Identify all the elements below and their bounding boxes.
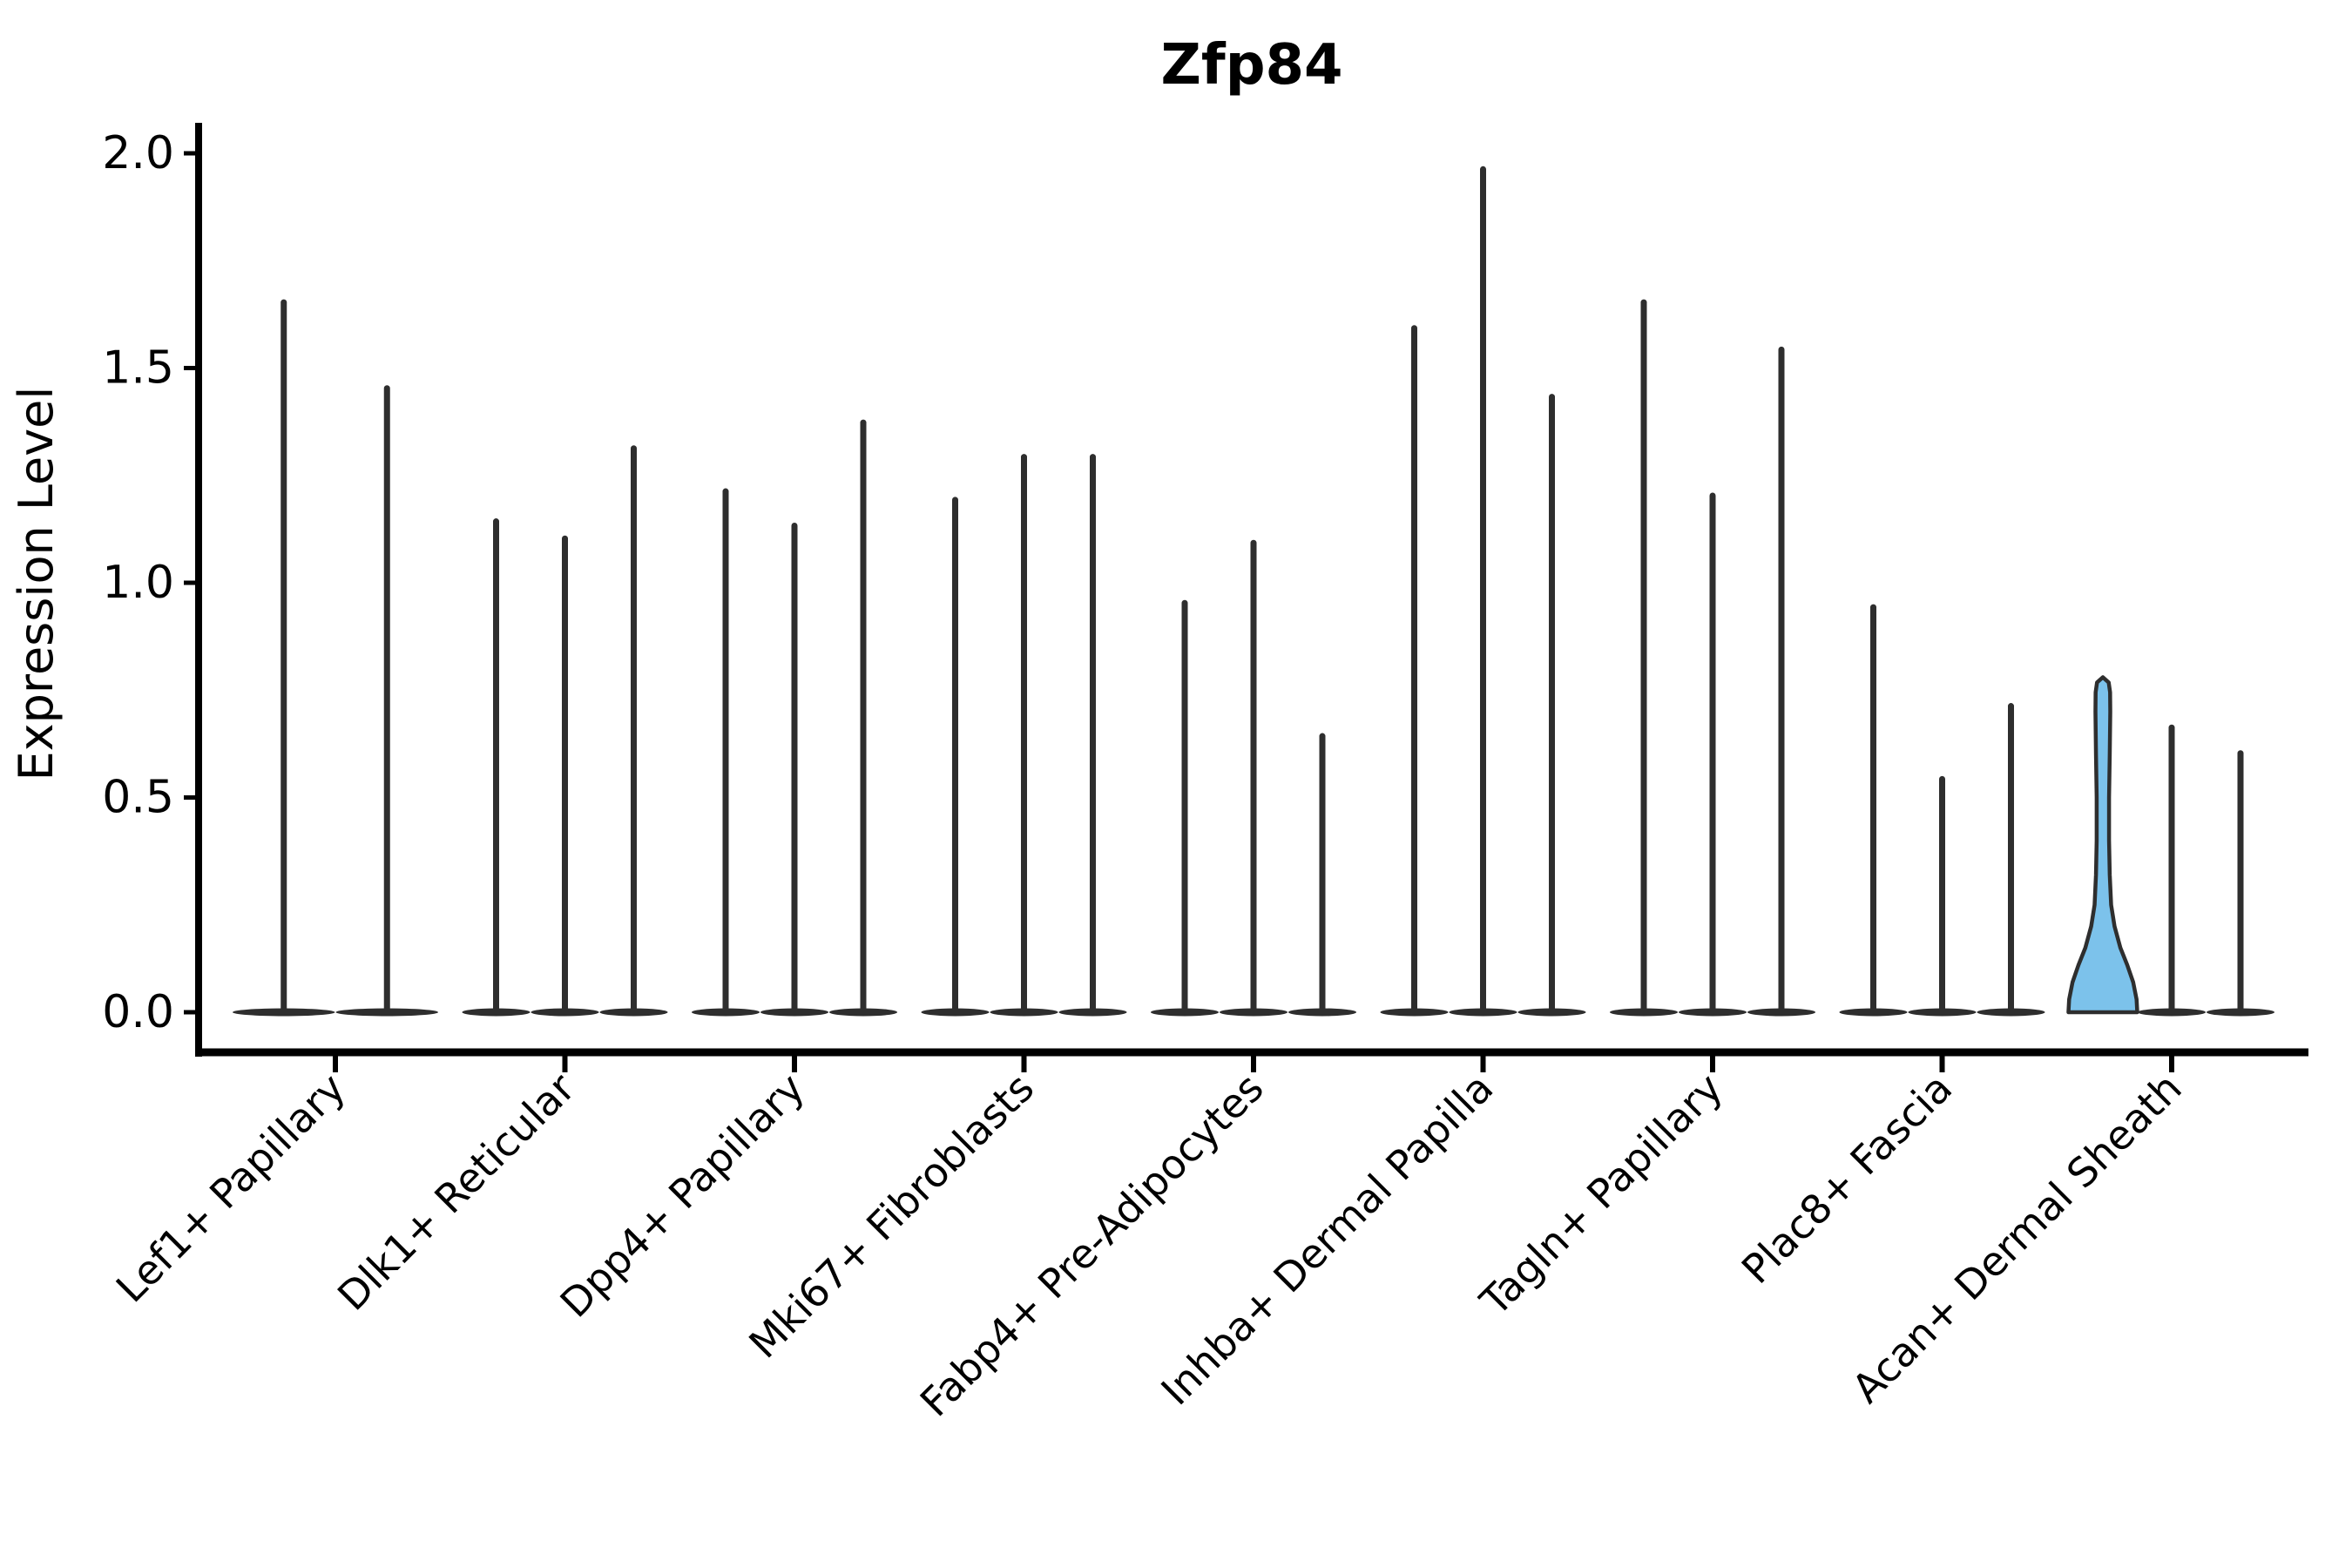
y-tick-label: 1.5 <box>102 342 174 395</box>
violin-spike <box>952 497 958 1012</box>
violin-spike <box>1250 539 1257 1012</box>
violin-spike <box>2237 750 2244 1012</box>
violin-spike <box>1640 299 1647 1012</box>
violin-spike <box>1480 166 1486 1013</box>
violin-spike <box>1709 492 1716 1012</box>
violins <box>233 166 2274 1017</box>
x-tick-label: Tagln+ Papillary <box>1470 1064 1732 1326</box>
x-tick-label: Lef1+ Papillary <box>107 1064 355 1312</box>
violin-spike <box>722 488 729 1012</box>
plot-title: Zfp84 <box>1160 33 1342 98</box>
violin-spike <box>2008 703 2014 1012</box>
violin-spike <box>1549 394 1555 1013</box>
violin-spike <box>1778 346 1785 1013</box>
y-tick-label: 0.0 <box>102 986 174 1038</box>
violin-spike <box>860 419 867 1012</box>
y-axis-label: Expression Level <box>9 387 64 781</box>
x-tick-label: Plac8+ Fascia <box>1733 1064 1961 1293</box>
violin-spike <box>1939 775 1945 1012</box>
x-tick-label: Dlk1+ Reticular <box>328 1064 584 1320</box>
violin-spike <box>791 522 798 1012</box>
y-tick-label: 1.0 <box>102 557 174 609</box>
violin-spike <box>493 518 499 1012</box>
violin-spike <box>1319 733 1326 1012</box>
x-tick-label: Dpp4+ Papillary <box>551 1064 814 1327</box>
violin-spike <box>280 299 287 1012</box>
violin-spike <box>383 385 390 1013</box>
highlighted-violin <box>2066 675 2139 1015</box>
violin-spike <box>1021 454 1027 1012</box>
violin-spike <box>1411 325 1417 1012</box>
violin-spike <box>631 445 637 1012</box>
violin-spike <box>562 535 568 1012</box>
violin-spike <box>2168 724 2175 1012</box>
violin-spike <box>1870 604 1876 1012</box>
y-tick-label: 0.5 <box>102 772 174 824</box>
violin-spike <box>1181 599 1188 1012</box>
violin-spike <box>1090 454 1096 1012</box>
y-tick-label: 2.0 <box>102 127 174 179</box>
axes: 0.0 0.5 1.0 1.5 2.0 <box>102 123 2308 1072</box>
